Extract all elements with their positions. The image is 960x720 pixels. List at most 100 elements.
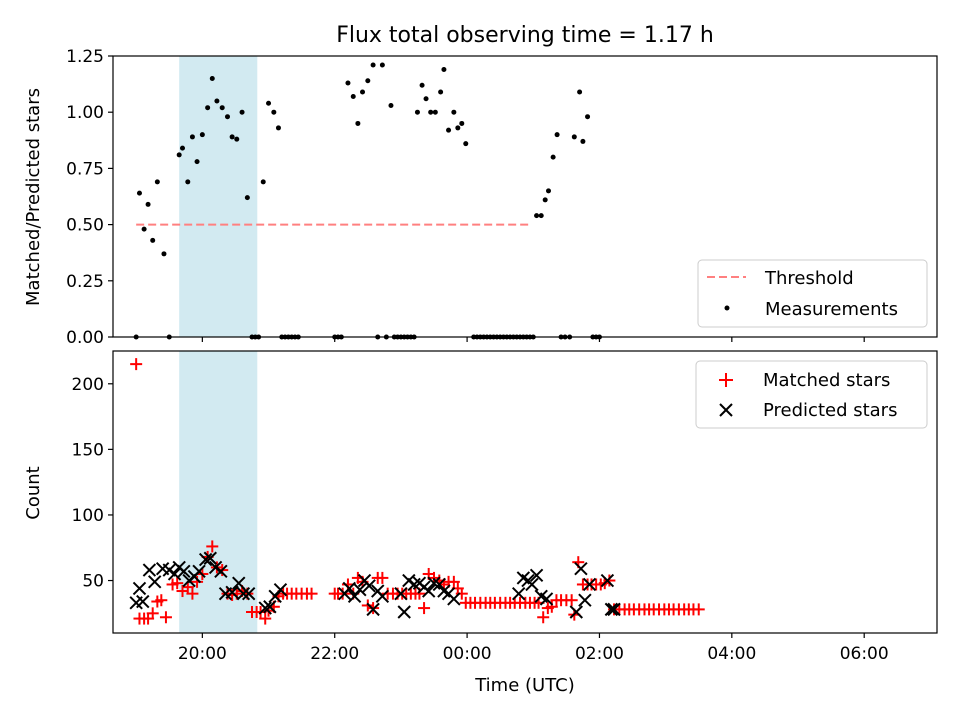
measurement-point — [388, 102, 394, 108]
predicted-legend-label: Predicted stars — [763, 400, 897, 421]
predicted-stars-point — [147, 575, 162, 589]
predicted-stars-point — [241, 586, 256, 601]
matched-stars-point — [155, 594, 168, 607]
measurement-point — [451, 109, 457, 115]
y-tick-label: 0.50 — [66, 216, 104, 236]
measurement-point — [350, 93, 356, 99]
predicted-stars-point — [273, 583, 288, 597]
measurement-point — [554, 132, 560, 138]
predicted-stars-point — [236, 586, 251, 601]
predicted-stars-point — [525, 577, 539, 592]
measurement-point — [194, 159, 200, 165]
matched-stars-point — [447, 575, 460, 588]
measurement-point — [577, 89, 583, 95]
predicted-stars-point — [263, 600, 277, 614]
measurement-point — [234, 136, 240, 142]
matched-stars-point — [305, 587, 318, 600]
matched-stars-point — [545, 600, 558, 613]
measurement-point — [260, 179, 266, 185]
measurement-point — [534, 213, 540, 219]
measurement-point — [545, 188, 551, 194]
predicted-stars-point — [167, 567, 182, 581]
predicted-stars-point — [397, 605, 411, 619]
measurement-point — [538, 213, 544, 219]
matched-stars-point — [603, 574, 616, 587]
measurement-point — [229, 134, 235, 140]
y-tick-label: 0.00 — [66, 328, 104, 348]
matched-legend-label: Matched stars — [763, 370, 890, 391]
bottom-panel: 50 100 150 200 20:00 22:00 00:00 02:00 04:00 06:0… — [23, 350, 938, 696]
measurement-point — [239, 109, 245, 115]
matched-stars-point — [259, 612, 272, 625]
matched-stars-point — [537, 611, 550, 624]
matched-stars-point — [146, 607, 159, 620]
matched-stars-point — [565, 594, 578, 607]
measurement-point — [176, 152, 182, 158]
predicted-stars-point — [539, 592, 554, 606]
matched-stars-point — [130, 358, 143, 371]
measurement-point — [205, 105, 211, 111]
top-legend: Threshold Measurements — [697, 259, 928, 328]
measurement-point — [209, 75, 215, 81]
measurement-point — [224, 114, 230, 120]
measurement-point — [432, 109, 438, 115]
measurement-point — [141, 226, 147, 232]
measurement-point — [244, 195, 250, 201]
predicted-stars-point — [607, 602, 621, 617]
predicted-stars-point — [421, 584, 436, 598]
measurement-point — [345, 80, 351, 86]
measurement-point — [275, 125, 281, 131]
measurement-point — [571, 134, 577, 140]
x-tick-label: 04:00 — [707, 644, 756, 664]
observing-window-span — [179, 351, 258, 633]
measurement-point — [365, 78, 371, 84]
bottom-ylabel: Count — [23, 466, 44, 519]
measurement-point — [585, 114, 591, 120]
threshold-legend-label: Threshold — [764, 268, 854, 289]
y-tick-label: 100 — [72, 506, 104, 526]
matched-stars-point — [186, 587, 199, 600]
predicted-stars-point — [582, 577, 597, 592]
measurement-point — [179, 145, 185, 151]
predicted-stars-point — [225, 585, 239, 600]
measurement-point — [428, 109, 434, 115]
bottom-xlabel: Time (UTC) — [474, 675, 575, 696]
predicted-stars-point — [569, 605, 584, 619]
y-tick-label: 50 — [82, 572, 104, 592]
measurement-point — [419, 82, 425, 88]
top-ylabel: Matched/Predicted stars — [23, 88, 44, 306]
y-tick-label: 0.25 — [66, 272, 104, 292]
y-tick-label: 1.25 — [66, 47, 104, 67]
measurement-point — [463, 141, 469, 147]
chart-title: Flux total observing time = 1.17 h — [336, 23, 714, 48]
predicted-stars-point — [600, 573, 615, 588]
matched-legend-swatch — [719, 373, 733, 387]
matched-stars-point — [376, 571, 389, 584]
measurement-point — [145, 201, 151, 207]
predicted-stars-point — [132, 581, 147, 596]
bottom-axes-frame — [112, 350, 938, 634]
top-panel: 0.00 0.25 0.50 0.75 1.00 1.25 Matched/Predict… — [23, 47, 938, 348]
predicted-stars-point — [136, 594, 150, 609]
predicted-stars-point — [574, 562, 588, 576]
predicted-stars-point — [447, 592, 461, 606]
x-tick-label: 00:00 — [443, 644, 492, 664]
predicted-stars-point — [362, 579, 376, 593]
predicted-stars-point — [375, 589, 390, 603]
predicted-stars-point — [232, 576, 246, 590]
predicted-stars-point — [394, 586, 408, 601]
predicted-stars-point — [142, 563, 157, 577]
x-tick-label: 20:00 — [178, 644, 227, 664]
measurement-point — [189, 134, 195, 140]
predicted-stars-point — [353, 583, 367, 597]
measurement-point — [550, 154, 556, 160]
matched-stars-point — [159, 611, 172, 624]
measurement-point — [214, 98, 220, 104]
predicted-stars-point — [529, 568, 544, 582]
measurement-point — [185, 179, 191, 185]
measurement-point — [580, 138, 586, 144]
x-tick-label: 06:00 — [840, 644, 889, 664]
measurement-point — [370, 62, 376, 68]
measurement-point — [455, 125, 461, 131]
measurement-point — [150, 237, 156, 243]
